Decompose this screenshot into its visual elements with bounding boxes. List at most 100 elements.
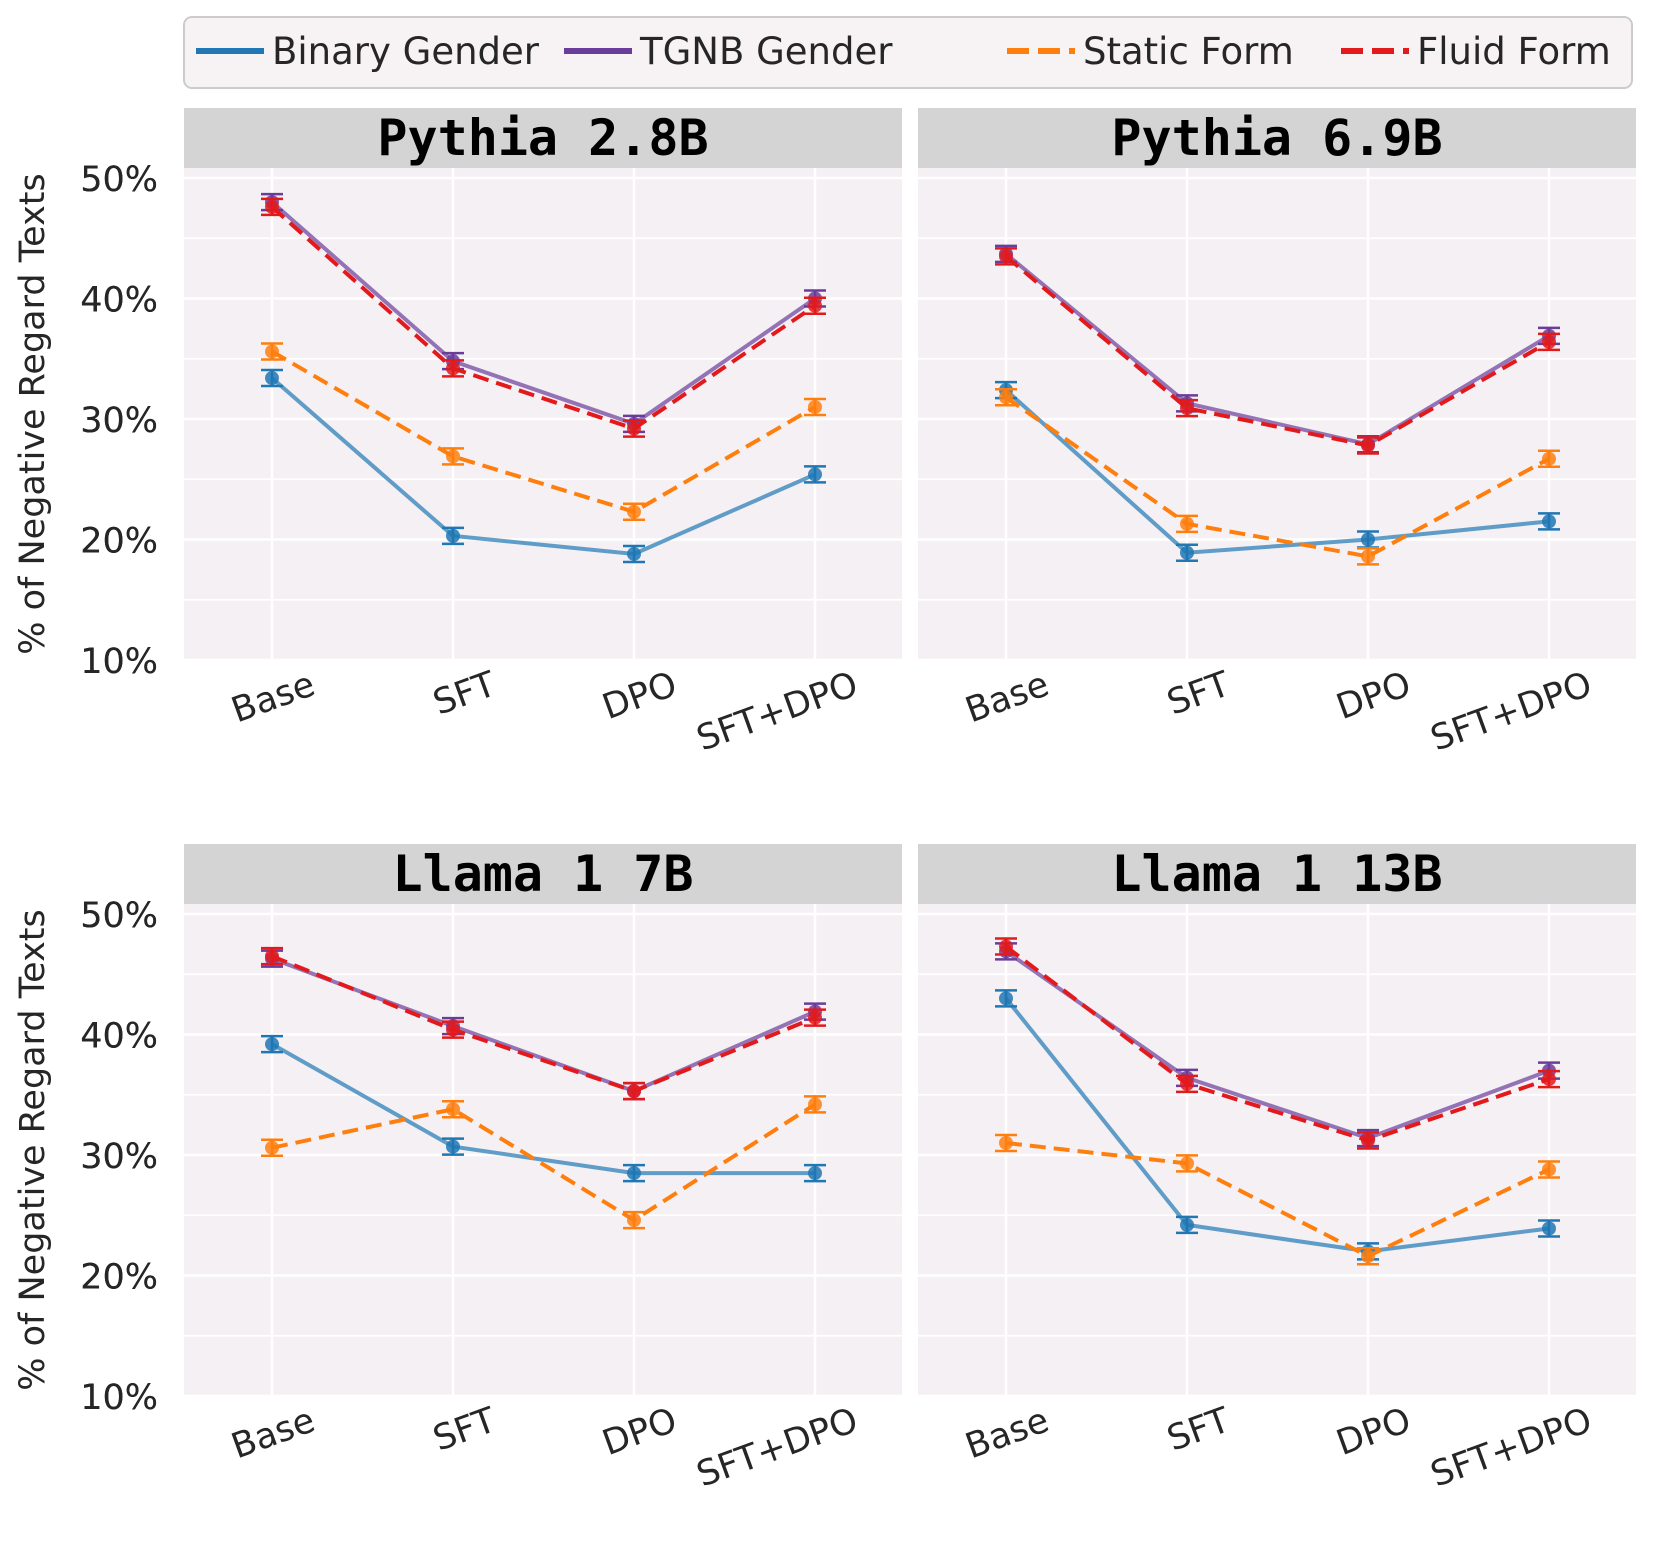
series-line [1004,252,1551,447]
data-point [627,421,641,436]
legend: Binary Gender TGNB Gender Static Form Fluid… [183,16,1633,89]
y-axis-label: % of Negative Regard Texts [13,909,53,1391]
y-tick-label: 10% [80,1378,158,1418]
data-point [446,361,460,376]
legend-item-binary-gender[interactable]: Binary Gender [196,30,540,73]
data-point [1180,1076,1194,1091]
series-line [270,205,817,431]
series-line [271,1042,815,1176]
legend-label: Static Form [1083,30,1294,73]
y-tick-label: 40% [80,281,158,321]
x-tick-label: SFT+DPO [692,664,864,759]
data-point [446,1022,460,1037]
panel-title: Pythia 6.9B [1111,109,1442,167]
series-line [270,349,817,514]
data-point [1542,514,1556,529]
data-point [1180,401,1194,416]
data-point [446,1139,460,1154]
series-fluid-form [261,197,826,438]
legend-item-static-form[interactable]: Static Form [1007,30,1294,73]
series-line [1004,944,1550,1143]
series-binary-gender [261,368,826,564]
panel-pythia-2-8b: Pythia 2.8B 10% 20% 30% 40% 50% Base SFT DPO SFT+… [80,108,902,760]
series-binary-gender [261,1034,826,1183]
y-tick-label: 40% [80,1017,158,1057]
y-tick-label: 30% [80,1137,158,1177]
legend-item-fluid-form[interactable]: Fluid Form [1341,30,1611,73]
panel-title-strip [918,108,1636,168]
data-point [627,1213,641,1228]
series-fluid-form [995,937,1560,1150]
y-tick-label: 50% [80,896,158,936]
legend-label: Fluid Form [1417,30,1611,73]
data-point [1361,532,1375,547]
data-point [1180,545,1194,560]
data-point [1361,1133,1375,1148]
y-tick-label: 50% [80,160,158,200]
plot-area [918,904,1636,1396]
data-point [999,1135,1013,1150]
x-tick-label: Base [960,664,1054,731]
panel-title-strip [918,844,1636,904]
data-point [627,1166,641,1181]
x-tick-label: SFT [428,664,502,723]
series-line [1005,1140,1550,1259]
data-point [808,467,822,482]
y-tick-label: 10% [80,1378,158,1418]
panel-title: Llama 1 7B [392,845,693,903]
data-point [446,528,460,543]
legend-label: Binary Gender [272,30,540,73]
data-point [1542,1221,1556,1236]
data-point [1542,1072,1556,1087]
series-static-form [261,342,826,522]
series-line [271,1102,817,1223]
plot-area [184,904,902,1396]
y-tick-label: 30% [80,1137,158,1177]
data-point [265,199,279,214]
data-point [446,449,460,464]
legend-frame [183,16,1633,89]
x-tick-label: DPO [1331,664,1416,727]
data-point [999,939,1013,954]
y-tick-label: 20% [80,1258,158,1298]
y-tick-label: 50% [80,160,158,200]
series-line [270,200,817,427]
panel-title: Pythia 2.8B [377,109,708,167]
panel-title: Llama 1 13B [1111,845,1442,903]
data-point [1542,334,1556,349]
x-tick-label: SFT+DPO [1426,664,1598,759]
series-binary-gender [995,989,1560,1261]
data-point [265,949,279,964]
data-point [808,298,822,313]
data-point [1180,516,1194,531]
data-point [1180,1217,1194,1232]
data-point [808,1166,822,1181]
panel-title-strip [184,108,902,168]
plot-area [918,168,1636,660]
legend-item-tgnb-gender[interactable]: TGNB Gender [564,30,893,73]
data-point [808,399,822,414]
y-axis-label: % of Negative Regard Texts [13,173,53,655]
data-point [1542,1162,1556,1177]
panel-llama-1-7b: Llama 1 7B 10% 20% 30% 40% 50% Base SFT DPO SFT+D… [80,844,902,1496]
y-tick-label: 20% [80,522,158,562]
x-tick-label: Base [226,664,320,731]
series-fluid-form [261,946,826,1101]
data-point [999,390,1013,405]
series-fluid-form [995,247,1560,455]
data-point [808,1097,822,1112]
x-tick-label: SFT [1162,1400,1236,1459]
data-point [265,344,279,359]
data-point [265,371,279,386]
series-line [1004,388,1550,555]
y-tick-label: 40% [80,1017,158,1057]
data-point [265,1140,279,1155]
data-point [446,1102,460,1117]
y-tick-label: 30% [80,401,158,441]
series-static-form [995,1133,1560,1266]
data-point [1361,549,1375,564]
series-line [1004,997,1550,1254]
